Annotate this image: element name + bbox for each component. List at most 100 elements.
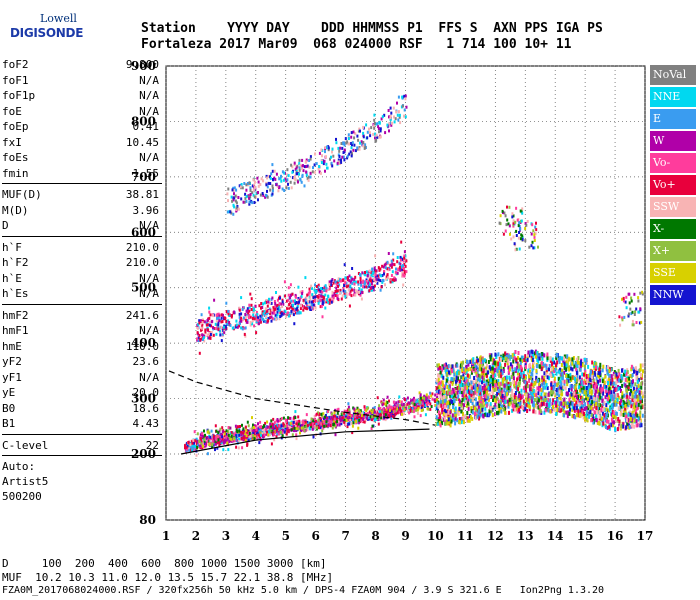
multihop-2-point xyxy=(332,281,335,285)
spread-f-point xyxy=(617,406,620,411)
multihop-2-point xyxy=(270,319,273,323)
spread-f-point xyxy=(551,402,554,407)
multihop-2-point xyxy=(265,300,268,304)
multihop-2-point xyxy=(331,290,334,294)
spread-f-point xyxy=(557,381,560,386)
spread-f-point xyxy=(445,362,447,367)
multihop-2-point xyxy=(371,271,374,275)
spread-f-point xyxy=(492,394,495,399)
multihop-3-point xyxy=(249,188,252,192)
o-trace-point xyxy=(306,428,309,432)
multihop-2-point xyxy=(269,316,272,319)
multihop-2-point xyxy=(301,292,304,295)
spread-f-point xyxy=(496,391,499,396)
multihop-2-point xyxy=(287,286,290,290)
x-trace-point xyxy=(369,415,372,419)
multihop-2-point xyxy=(218,319,221,323)
spread-f-point xyxy=(531,402,534,407)
multihop-2-point xyxy=(309,297,312,301)
spread-f-point xyxy=(626,370,629,375)
param-divider xyxy=(2,303,162,305)
multihop-2-point xyxy=(320,287,323,290)
x-trace-point xyxy=(235,428,238,432)
spread-f-point xyxy=(596,410,599,415)
o-trace-point xyxy=(207,437,210,441)
x-trace-point xyxy=(282,416,285,420)
spread-f-point xyxy=(569,376,572,381)
x-trace-point xyxy=(257,433,260,437)
multihop-2-point xyxy=(263,301,266,305)
param-label: yF2 xyxy=(2,355,22,368)
spread-f-point xyxy=(531,386,534,390)
x-trace-point xyxy=(348,410,351,414)
spread-f-point xyxy=(547,398,550,402)
multihop-3-point xyxy=(269,182,272,185)
multihop-2-point xyxy=(386,260,389,264)
multihop-2-point xyxy=(202,336,205,340)
x-trace-point xyxy=(304,424,306,428)
o-trace-point xyxy=(424,403,427,407)
x-trace-point xyxy=(323,423,326,426)
spread-f-point xyxy=(604,395,607,400)
spread-f-point xyxy=(460,390,463,394)
x-trace-point xyxy=(381,403,384,407)
multihop-3-point xyxy=(253,195,256,199)
multihop-2-point xyxy=(349,284,352,288)
multihop-2-point xyxy=(197,339,200,342)
x-trace-point xyxy=(360,414,363,417)
multihop-3-point xyxy=(305,165,308,168)
spread-f-point xyxy=(470,406,473,411)
param-label: yF1 xyxy=(2,370,22,384)
multihop-3-point xyxy=(291,176,294,180)
x-trace-point xyxy=(291,433,294,437)
multihop-2-point xyxy=(344,295,347,299)
o-trace-point xyxy=(266,430,268,434)
spread-f-point xyxy=(488,411,491,416)
multihop-2-point xyxy=(346,278,349,282)
x-trace-point xyxy=(269,422,272,426)
spread-f-point xyxy=(612,384,614,389)
x-trace-point xyxy=(375,413,378,417)
o-trace-point xyxy=(191,448,194,452)
multihop-2-point xyxy=(206,328,209,332)
multihop-3-point xyxy=(341,155,344,159)
o-trace-point xyxy=(347,402,350,406)
spread-f-point xyxy=(633,424,636,429)
multihop-2-point xyxy=(217,327,220,331)
o-trace-point xyxy=(415,403,418,407)
o-trace-point xyxy=(264,430,267,434)
multihop-3-point xyxy=(245,195,248,198)
o-trace-point xyxy=(360,419,363,423)
multihop-2-point xyxy=(285,314,288,318)
x-trace-point xyxy=(425,393,428,397)
o-trace-point xyxy=(190,444,193,448)
spread-f-point xyxy=(545,364,548,369)
x-trace-point xyxy=(448,392,451,396)
multihop-2-point xyxy=(252,313,255,317)
x-trace-point xyxy=(333,419,336,423)
x-trace-point xyxy=(373,408,375,412)
x-trace-point xyxy=(329,424,332,427)
spread-f-point xyxy=(588,386,590,391)
x-trace-point xyxy=(419,395,422,398)
multihop-2-point xyxy=(361,291,364,295)
multihop-2-point xyxy=(331,278,334,281)
spread-f-point xyxy=(580,379,583,384)
multihop-3-point xyxy=(335,137,337,141)
multihop-2-point xyxy=(335,282,338,286)
spread-f-point xyxy=(617,417,620,421)
spread-f-point xyxy=(563,397,566,402)
spread-f-point xyxy=(490,394,493,399)
multihop-2-point xyxy=(294,308,297,312)
multihop-3-point xyxy=(303,184,306,188)
spread-f-point xyxy=(475,407,478,412)
x-trace-point xyxy=(365,416,368,420)
multihop-2-point xyxy=(359,278,362,282)
multihop-3-point xyxy=(404,97,407,101)
multihop-2-point xyxy=(295,301,298,304)
x-trace-point xyxy=(346,408,349,412)
multihop-3-point xyxy=(233,205,236,209)
multihop-2-point xyxy=(251,319,254,323)
spread-f-point xyxy=(575,400,578,405)
spread-f-point xyxy=(555,363,557,368)
